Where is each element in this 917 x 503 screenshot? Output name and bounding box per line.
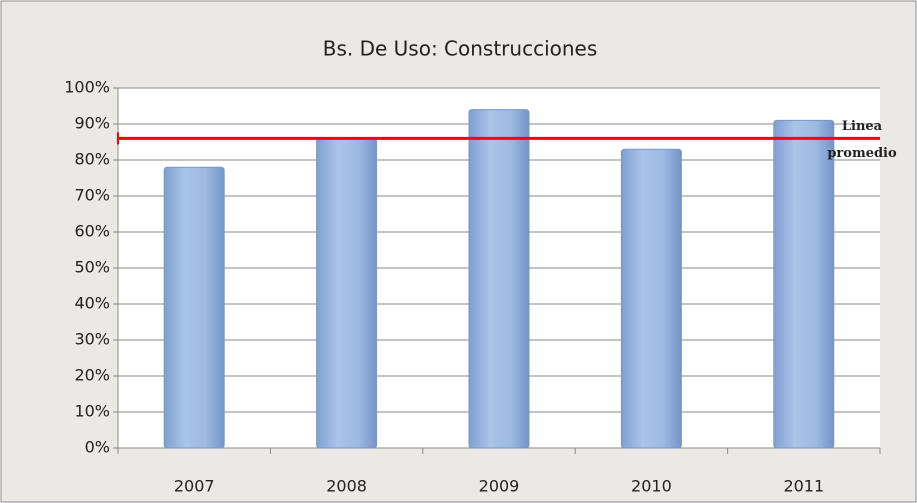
x-tick-label: 2007	[174, 477, 215, 496]
y-tick-label: 20%	[74, 366, 110, 385]
bar	[620, 148, 682, 449]
y-tick-label: 100%	[64, 78, 110, 97]
y-tick-label: 40%	[74, 294, 110, 313]
y-tick-label: 30%	[74, 330, 110, 349]
y-tick-label: 80%	[74, 150, 110, 169]
x-tick-label: 2010	[631, 477, 672, 496]
bar	[468, 109, 530, 449]
y-tick-label: 50%	[74, 258, 110, 277]
chart-title: Bs. De Uso: Construcciones	[323, 37, 598, 61]
y-tick-label: 90%	[74, 114, 110, 133]
y-tick-label: 60%	[74, 222, 110, 241]
average-line-label: promedio	[827, 146, 897, 161]
x-tick-label: 2008	[326, 477, 367, 496]
y-tick-label: 0%	[85, 438, 110, 457]
x-tick-label: 2011	[783, 477, 824, 496]
y-tick-label: 70%	[74, 186, 110, 205]
average-line-label: Linea	[842, 119, 883, 134]
bar	[316, 137, 378, 449]
bar	[773, 119, 835, 449]
x-tick-label: 2009	[479, 477, 520, 496]
y-tick-label: 10%	[74, 402, 110, 421]
bar	[163, 166, 225, 449]
